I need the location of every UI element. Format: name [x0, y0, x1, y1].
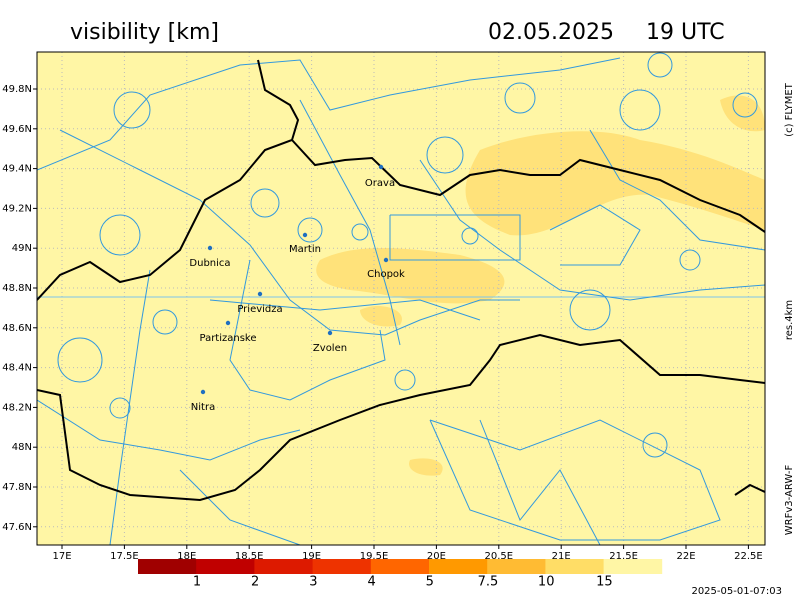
lon-label: 22E — [676, 551, 695, 562]
lat-label: 48.2N — [2, 402, 32, 413]
title: visibility [km] — [70, 20, 219, 45]
colorbar-swatch — [545, 559, 604, 574]
colorbar-swatch — [196, 559, 255, 574]
map-content — [37, 52, 765, 545]
time: 19 UTC — [646, 20, 725, 45]
colorbar-label: 4 — [367, 575, 375, 590]
city-marker — [378, 164, 384, 170]
lat-label: 48.8N — [2, 283, 32, 294]
city-label: Martin — [289, 244, 321, 255]
city-label: Zvolen — [313, 343, 347, 354]
city-marker — [207, 245, 213, 251]
city-label: Prievidza — [237, 304, 282, 315]
city-label: Dubnica — [189, 258, 230, 269]
lon-label: 17.5E — [110, 551, 139, 562]
city-marker — [257, 291, 263, 297]
city-marker — [302, 232, 308, 238]
lat-label: 49.2N — [2, 203, 32, 214]
colorbar-swatch — [138, 559, 197, 574]
map: Orava Martin Dubnica Chopok Prievidza Partiza… — [36, 51, 766, 546]
resolution: res.4km — [784, 300, 795, 340]
colorbar-swatch — [312, 559, 372, 574]
lat-label: 49.8N — [2, 84, 32, 95]
lat-label: 48.6N — [2, 323, 32, 334]
map-background — [37, 52, 765, 545]
colorbar-swatch — [254, 559, 313, 574]
lon-label: 20E — [427, 551, 446, 562]
date: 02.05.2025 — [488, 20, 614, 45]
lat-label: 48.4N — [2, 363, 32, 374]
colorbar-swatch — [603, 559, 663, 574]
city-label: Orava — [365, 178, 395, 189]
city-label: Chopok — [367, 269, 405, 280]
colorbar-swatch — [370, 559, 430, 574]
colorbar-label: 2 — [251, 575, 259, 590]
lat-label: 49N — [12, 243, 32, 254]
colorbar-label: 7.5 — [478, 575, 499, 590]
city-marker — [200, 389, 206, 395]
colorbar-swatch — [429, 559, 488, 574]
city-marker — [225, 320, 231, 326]
low-visibility-areas — [316, 95, 765, 476]
country-border — [37, 59, 765, 502]
lat-label: 47.8N — [2, 482, 32, 493]
lat-label: 47.6N — [2, 522, 32, 533]
lon-label: 22.5E — [734, 551, 763, 562]
city-label: Partizanske — [199, 333, 256, 344]
lon-label: 19.5E — [360, 551, 389, 562]
city-label: Nitra — [191, 402, 215, 413]
lat-label: 49.4N — [2, 164, 32, 175]
lon-label: 21E — [552, 551, 571, 562]
colorbar-label: 3 — [309, 575, 317, 590]
lon-label: 18.5E — [235, 551, 264, 562]
lon-label: 20.5E — [485, 551, 514, 562]
colorbar-label: 10 — [538, 575, 555, 590]
map-frame — [36, 51, 766, 546]
colorbar-swatch — [487, 559, 546, 574]
lon-label: 18E — [177, 551, 196, 562]
colorbar-label: 5 — [426, 575, 434, 590]
colorbar-label: 15 — [596, 575, 613, 590]
model: WRFv3-ARW-F — [784, 465, 795, 536]
colorbar-label: 1 — [193, 575, 201, 590]
timestamp: 2025-05-01-07:03 — [691, 586, 782, 597]
lon-label: 17E — [52, 551, 71, 562]
lat-label: 48N — [12, 442, 32, 453]
lon-label: 19E — [302, 551, 321, 562]
copyright: (c) FLYMET — [784, 82, 795, 137]
airspace-lines — [37, 52, 765, 545]
lon-label: 21.5E — [609, 551, 638, 562]
city-marker — [327, 330, 333, 336]
lat-label: 49.6N — [2, 124, 32, 135]
city-marker — [383, 257, 389, 263]
